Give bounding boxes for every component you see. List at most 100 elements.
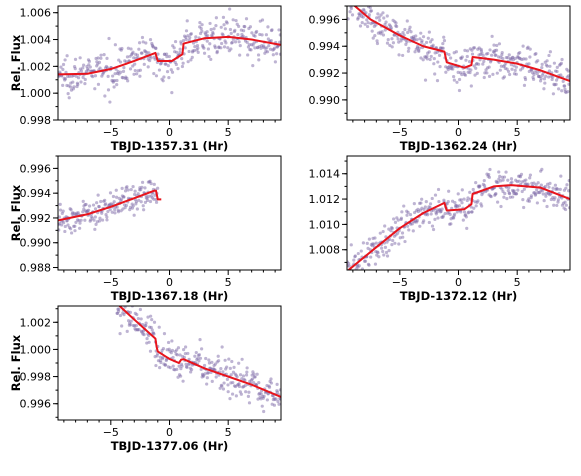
data-point — [128, 67, 133, 71]
x-tick-label: 5 — [225, 276, 232, 289]
data-point — [170, 70, 175, 74]
model-line — [347, 184, 570, 270]
data-point — [113, 211, 117, 215]
data-point — [380, 30, 384, 34]
data-point — [245, 40, 249, 44]
data-point — [544, 194, 548, 198]
data-point — [58, 208, 63, 212]
x-tick-label: 0 — [166, 126, 173, 139]
data-point — [161, 79, 165, 83]
data-point — [400, 210, 404, 214]
data-point — [381, 249, 385, 254]
data-point — [269, 39, 273, 43]
data-point — [241, 34, 245, 38]
data-point — [452, 74, 456, 79]
data-point — [206, 47, 210, 51]
data-point — [147, 194, 151, 198]
data-point — [353, 254, 357, 258]
data-point — [406, 210, 410, 215]
data-point — [453, 201, 457, 205]
data-point — [107, 36, 111, 41]
data-point — [237, 361, 241, 365]
data-point — [477, 62, 481, 66]
y-tick-label: 1.012 — [309, 193, 341, 206]
y-tick-label: 0.996 — [20, 162, 52, 175]
data-point — [228, 7, 232, 11]
data-point — [552, 203, 556, 207]
data-point — [506, 189, 510, 193]
data-point — [528, 176, 532, 180]
data-point — [354, 272, 357, 275]
data-point — [566, 69, 570, 73]
data-point — [412, 201, 416, 206]
data-point — [413, 38, 417, 42]
data-point — [233, 40, 238, 44]
data-point — [71, 80, 75, 84]
data-point — [526, 182, 530, 186]
data-point — [472, 46, 477, 50]
panel-1-points — [58, 7, 281, 104]
data-point — [243, 383, 247, 388]
data-point — [359, 249, 363, 253]
data-point — [373, 236, 377, 240]
data-point — [389, 26, 393, 30]
data-point — [358, 12, 362, 16]
data-point — [524, 57, 528, 61]
data-point — [425, 57, 429, 61]
data-point — [519, 172, 524, 176]
data-point — [536, 59, 540, 63]
data-point — [247, 390, 251, 394]
data-point — [244, 17, 249, 21]
data-point — [502, 75, 507, 79]
data-point — [227, 357, 231, 361]
data-point — [116, 69, 120, 74]
data-point — [514, 72, 518, 76]
data-point — [255, 29, 259, 34]
data-point — [179, 374, 183, 378]
data-point — [262, 394, 266, 398]
data-point — [140, 35, 145, 40]
data-point — [73, 224, 77, 228]
model-line — [118, 306, 281, 398]
data-point — [244, 390, 248, 394]
data-point — [122, 195, 126, 199]
panel-1-model — [58, 35, 281, 76]
data-point — [495, 71, 499, 75]
panel-4-ticks: −5 0 5 1.008 1.010 1.012 1.014 — [309, 160, 565, 289]
data-point — [253, 375, 257, 379]
data-point — [133, 189, 137, 193]
data-point — [364, 11, 368, 15]
data-point — [478, 184, 482, 188]
data-point — [350, 0, 353, 3]
data-point — [557, 87, 561, 91]
data-point — [139, 200, 143, 204]
data-point — [119, 197, 124, 201]
data-point — [231, 380, 235, 385]
data-point — [100, 218, 105, 222]
data-point — [93, 227, 97, 231]
data-point — [401, 235, 405, 239]
panel-5-frame — [57, 305, 282, 421]
data-point — [222, 381, 226, 385]
data-point — [152, 197, 156, 201]
data-point — [407, 228, 411, 232]
data-point — [522, 83, 527, 88]
data-point — [534, 52, 538, 56]
data-point — [257, 58, 261, 62]
x-tick-label: 0 — [455, 126, 462, 139]
data-point — [438, 65, 442, 69]
data-point — [267, 385, 272, 389]
data-point — [374, 241, 378, 245]
data-point — [228, 27, 233, 32]
data-point — [266, 25, 270, 29]
data-point — [508, 195, 512, 199]
data-point — [426, 36, 430, 40]
data-point — [507, 186, 511, 190]
data-point — [210, 379, 214, 383]
data-point — [552, 61, 557, 65]
data-point — [146, 65, 150, 69]
data-point — [543, 81, 547, 85]
data-point — [154, 363, 158, 368]
data-point — [62, 221, 66, 225]
data-point — [63, 58, 67, 62]
